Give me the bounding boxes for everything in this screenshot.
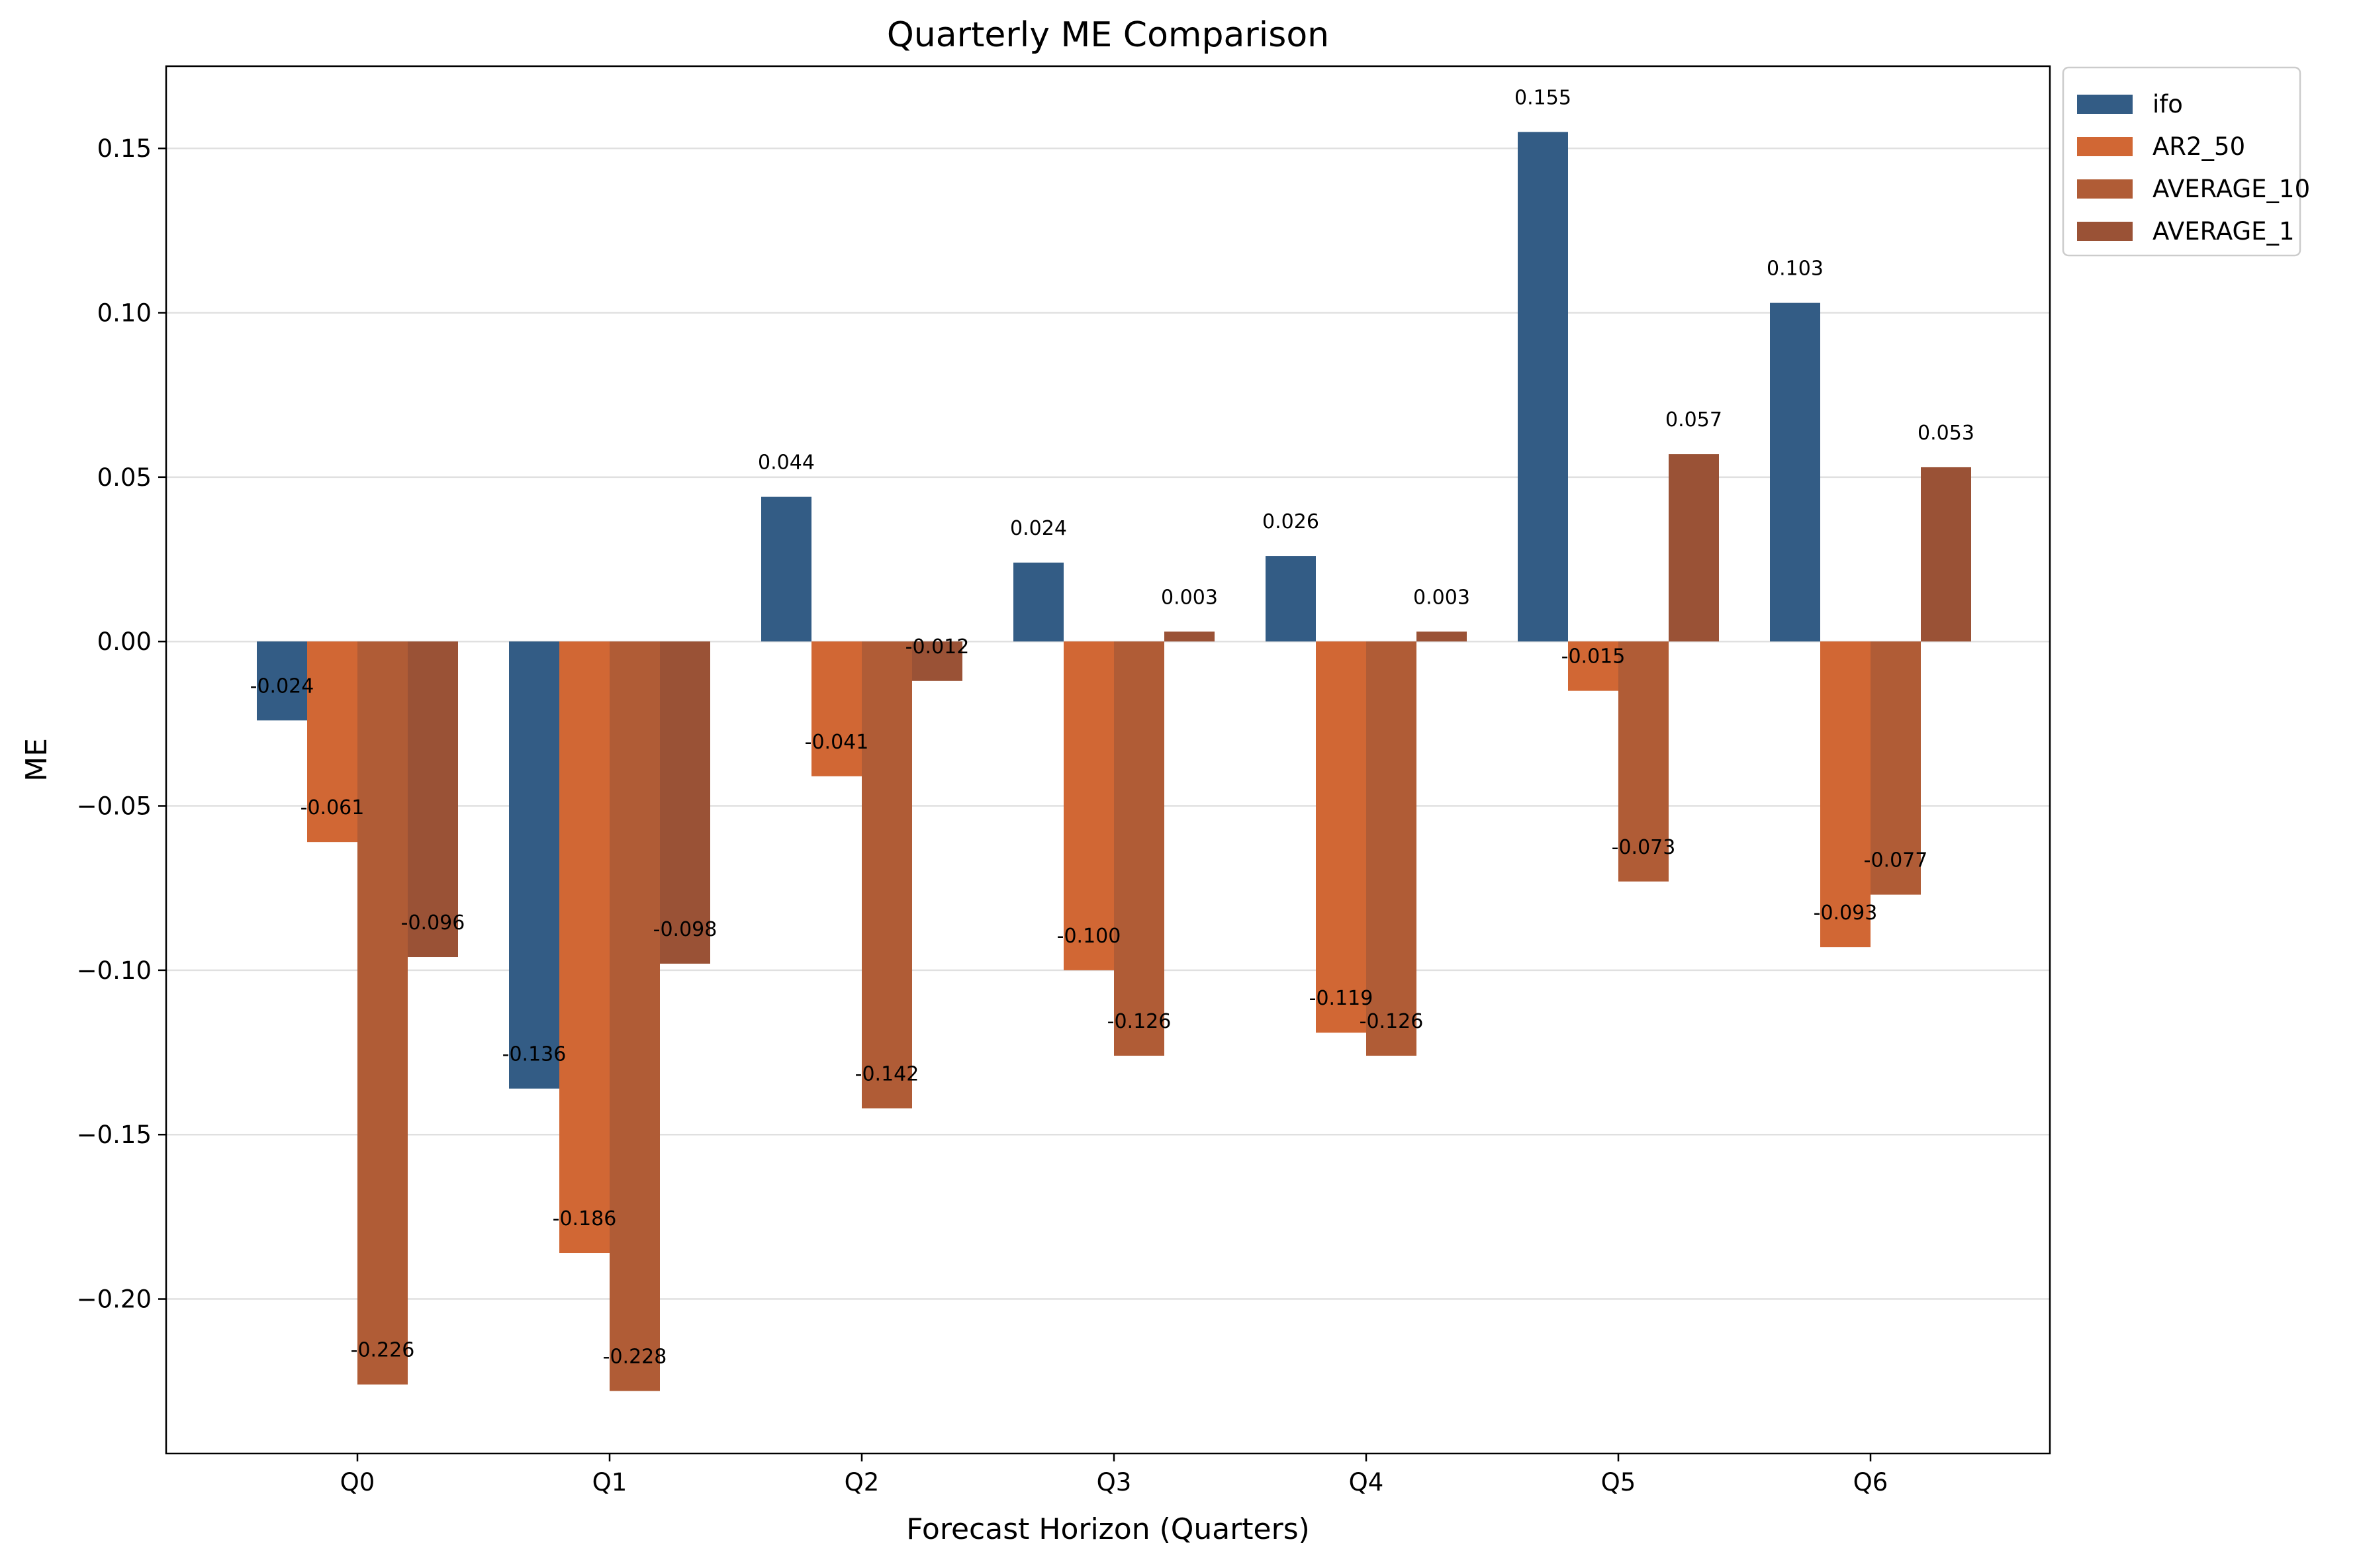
y-tick-label: 0.05 (97, 463, 152, 492)
bar (912, 641, 962, 681)
bar (761, 496, 811, 642)
bar-value-label: 0.044 (758, 451, 815, 475)
y-tick-label: 0.00 (97, 627, 152, 656)
x-tick-label: Q4 (1349, 1468, 1384, 1497)
bar-value-label: 0.003 (1413, 586, 1470, 609)
legend-label: AVERAGE_10 (2152, 175, 2310, 203)
bar-value-label: -0.077 (1864, 849, 1928, 872)
bar (1871, 641, 1921, 895)
bar (509, 641, 559, 1089)
x-tick-label: Q2 (845, 1468, 880, 1497)
bars (257, 132, 1971, 1391)
legend: ifo AR2_50 AVERAGE_10 AVERAGE_1 (2062, 66, 2310, 257)
x-tick-label: Q6 (1853, 1468, 1888, 1497)
bar-value-label: 0.024 (1010, 517, 1067, 540)
y-tick-label: −0.10 (77, 956, 152, 985)
bar-value-label: -0.093 (1814, 901, 1878, 925)
legend-swatch (2077, 222, 2133, 241)
y-axis-ticks: 0.15 0.10 0.05 0.00 −0.05 −0.10 −0.15 −0.20 (77, 134, 166, 1314)
y-tick-label: 0.15 (97, 134, 152, 163)
bar-value-label: 0.053 (1918, 422, 1974, 445)
bar-value-label: -0.119 (1309, 987, 1373, 1010)
y-tick-label: −0.20 (77, 1285, 152, 1314)
bar-value-label: 0.155 (1514, 86, 1571, 109)
bar-value-label: -0.142 (855, 1062, 919, 1085)
legend-swatch (2077, 179, 2133, 199)
bar-value-label: -0.024 (250, 674, 314, 698)
bar-value-label: -0.073 (1612, 836, 1676, 859)
bar-value-label: -0.228 (603, 1346, 667, 1369)
bar (1064, 641, 1114, 970)
bar-value-label: -0.126 (1107, 1010, 1172, 1033)
bar-value-label: -0.126 (1360, 1010, 1424, 1033)
y-axis-title: ME (20, 738, 54, 782)
legend-frame (2062, 66, 2301, 257)
bar (1820, 641, 1871, 948)
x-tick-label: Q3 (1097, 1468, 1132, 1497)
bar (1568, 641, 1618, 691)
bar (257, 641, 307, 721)
bar (1770, 302, 1820, 642)
bar-value-label: 0.057 (1665, 408, 1722, 432)
bar-value-label: -0.226 (351, 1339, 415, 1362)
bar (1518, 132, 1568, 642)
x-axis-ticks: Q0 Q1 Q2 Q3 Q4 Q5 Q6 (340, 1453, 1888, 1497)
bar-value-label: -0.186 (553, 1207, 617, 1230)
x-axis-title: Forecast Horizon (Quarters) (906, 1512, 1310, 1546)
bar (1921, 467, 1971, 642)
bar-value-label: 0.103 (1767, 257, 1824, 281)
bar (1013, 562, 1064, 642)
y-tick-label: 0.10 (97, 299, 152, 328)
bar (559, 641, 610, 1254)
bar (1618, 641, 1669, 882)
bar-value-label: -0.012 (905, 635, 970, 659)
bar (408, 641, 458, 958)
plot-frame (165, 65, 2051, 1455)
bar-value-label: -0.015 (1561, 645, 1626, 669)
bar (862, 641, 912, 1109)
bar (811, 641, 862, 776)
bar (660, 641, 710, 964)
bar-value-label: -0.136 (502, 1043, 567, 1066)
bar (1366, 641, 1416, 1056)
legend-label: ifo (2152, 90, 2183, 118)
bar-value-label: -0.041 (805, 731, 869, 754)
bar (1114, 641, 1164, 1056)
bar-value-label: -0.100 (1057, 925, 1121, 948)
legend-label: AR2_50 (2152, 132, 2245, 161)
bar-value-label: -0.061 (301, 796, 365, 819)
bar (1669, 454, 1719, 642)
bar-value-label: -0.096 (401, 911, 465, 935)
x-tick-label: Q1 (592, 1468, 627, 1497)
chart-title: Quarterly ME Comparison (887, 15, 1329, 55)
bar-value-label: 0.003 (1161, 586, 1218, 609)
bar (610, 641, 660, 1391)
bar (307, 641, 357, 843)
bar-value-label: -0.098 (653, 918, 717, 941)
legend-swatch (2077, 137, 2133, 156)
bar (1164, 631, 1215, 642)
bar (1266, 556, 1316, 642)
x-tick-label: Q5 (1601, 1468, 1636, 1497)
bar-value-labels: -0.024 -0.136 0.044 0.024 0.026 0.155 0.103 -0.… (250, 86, 1974, 1368)
legend-swatch (2077, 95, 2133, 114)
x-tick-label: Q0 (340, 1468, 375, 1497)
bar-value-label: 0.026 (1262, 510, 1319, 533)
bar (357, 641, 408, 1385)
legend-label: AVERAGE_1 (2152, 217, 2295, 246)
bar (1316, 641, 1366, 1033)
legend-items: ifo AR2_50 AVERAGE_10 AVERAGE_1 (2077, 90, 2310, 246)
y-tick-label: −0.05 (77, 792, 152, 821)
bar (1416, 631, 1467, 642)
y-tick-label: −0.15 (77, 1121, 152, 1149)
